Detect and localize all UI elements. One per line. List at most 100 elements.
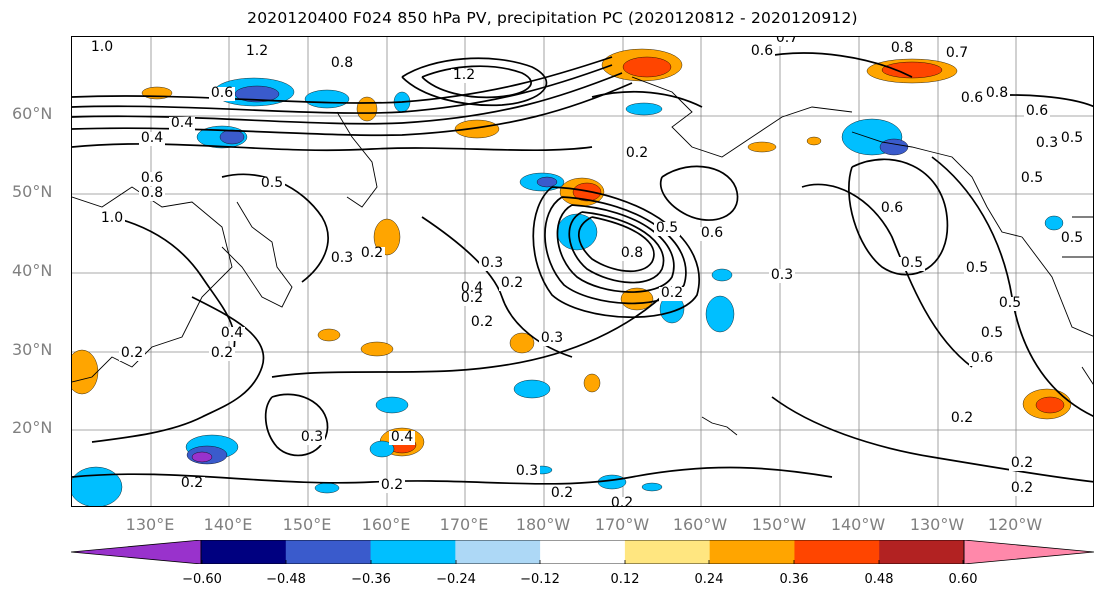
longitude-label: 130°E: [125, 515, 175, 534]
contour-label-bg: [769, 269, 795, 283]
colorbar-tick-label: −0.12: [520, 572, 560, 587]
colorbar-tick-label: −0.24: [436, 572, 476, 587]
contour-label-bg: [609, 497, 635, 506]
contour-label: 0.5: [981, 325, 1003, 341]
contour-label-bg: [539, 332, 565, 346]
contour-label-bg: [774, 37, 800, 46]
colorbar-segment: [879, 540, 965, 564]
contour-label-bg: [209, 347, 235, 361]
contour-label: 0.2: [211, 345, 233, 361]
contour-label: 0.2: [951, 410, 973, 426]
latitude-label: 40°N: [12, 261, 53, 280]
map-canvas: 1.0 1.21.20.80.60.40.40.60.81.00.50.3 0.20…: [72, 37, 1093, 507]
contour-label: 0.2: [1011, 480, 1033, 496]
contour-labels: 1.0 1.21.20.80.60.40.40.60.81.00.50.3 0.20…: [89, 37, 1085, 507]
contour-label-bg: [119, 347, 145, 361]
colorbar-segment: [285, 540, 372, 564]
colorbar-segment: [370, 540, 456, 564]
longitude-label: 120°W: [987, 515, 1043, 534]
contour-label: 0.2: [361, 245, 383, 261]
pv-contours: [72, 52, 1093, 485]
contour-label: 0.3: [301, 429, 323, 445]
contour-label: 0.6: [701, 225, 723, 241]
contour-label: 0.8: [141, 185, 163, 201]
longitude-label: 180°W: [515, 515, 571, 534]
contour-label-bg: [944, 47, 970, 61]
contour-label: 0.5: [1021, 170, 1043, 186]
contour-label-bg: [899, 257, 925, 271]
colorbar-tick-label: 0.60: [948, 572, 978, 587]
map-panel: 1.0 1.2 1.2 0.8 0.6 0.4 0.4 0.6 0.8 1.0 0.5 0.3 0.2 0…: [71, 36, 1094, 507]
contour-label-bg: [89, 41, 115, 55]
contour-label-bg: [209, 87, 235, 101]
contour-label-bg: [329, 252, 355, 266]
contour-label-bg: [549, 487, 575, 501]
contour-label-bg: [749, 45, 775, 59]
contour-label-bg: [379, 479, 405, 493]
contour-label: 0.3: [771, 267, 793, 283]
contour-label: 0.3: [516, 463, 538, 479]
longitude-label: 160°W: [672, 515, 728, 534]
contour-label: 0.4: [141, 130, 163, 146]
colorbar-tick-label: −0.60: [182, 572, 222, 587]
contour-label-bg: [244, 45, 270, 59]
longitude-label: 140°W: [830, 515, 886, 534]
contour-label-bg: [879, 202, 905, 216]
contour-label-bg: [459, 292, 485, 306]
contour-label: 0.4: [391, 429, 413, 445]
contour-label-bg: [389, 431, 415, 445]
contour-label: 0.6: [1026, 103, 1048, 119]
contour-label-bg: [964, 262, 990, 276]
contour-label: 1.2: [246, 43, 268, 59]
contour-label: 0.2: [1011, 455, 1033, 471]
colorbar-segment: [624, 540, 711, 564]
contour-label: 0.2: [181, 475, 203, 491]
contour-label: 0.2: [551, 485, 573, 501]
contour-label-bg: [139, 172, 165, 186]
contour-label: 0.4: [221, 325, 243, 341]
contour-label-bg: [969, 352, 995, 366]
colorbar-extend-min: [71, 540, 202, 564]
contour-label: 0.2: [121, 345, 143, 361]
contour-label-bg: [359, 247, 385, 261]
contour-label: 0.6: [211, 85, 233, 101]
contour-label-bg: [624, 147, 650, 161]
contour-label: 0.6: [961, 90, 983, 106]
contour-label-bg: [139, 187, 165, 201]
contour-label: 0.2: [611, 495, 633, 507]
contour-label-bg: [499, 277, 525, 291]
contour-label: 0.8: [986, 85, 1008, 101]
contour-label-bg: [959, 92, 985, 106]
contour-label: 0.5: [656, 220, 678, 236]
contour-label: 0.2: [381, 477, 403, 493]
contour-label: 0.2: [661, 285, 683, 301]
colorbar-segment: [794, 540, 880, 564]
contour-label-bg: [1024, 105, 1050, 119]
contour-label: 0.6: [881, 200, 903, 216]
contour-label-bg: [997, 297, 1023, 311]
contour-label: 1.2: [453, 67, 475, 83]
contour-label-bg: [1009, 457, 1035, 471]
coastlines: [72, 76, 1093, 436]
contour-label-bg: [99, 212, 125, 226]
contour-label: 0.5: [966, 260, 988, 276]
contour-label: 0.6: [751, 43, 773, 59]
contour-label-bg: [984, 87, 1010, 101]
colorbar-extend-max: [963, 540, 1094, 564]
contour-label-bg: [1009, 482, 1035, 496]
colorbar-segment: [455, 540, 541, 564]
contour-label-bg: [1059, 132, 1085, 146]
contour-label-bg: [451, 69, 477, 83]
contour-label: 0.2: [461, 290, 483, 306]
colorbar-tick-label: 0.36: [779, 572, 809, 587]
latitude-label: 30°N: [12, 340, 53, 359]
latitude-label: 50°N: [12, 182, 53, 201]
contour-label-bg: [1034, 137, 1060, 151]
longitude-label: 130°W: [909, 515, 965, 534]
longitude-label: 140°E: [203, 515, 253, 534]
contour-label: 0.8: [621, 245, 643, 261]
contour-label-bg: [889, 42, 915, 56]
colorbar-tick-label: −0.48: [266, 572, 306, 587]
longitude-label: 170°W: [594, 515, 650, 534]
contour-label: 0.5: [901, 255, 923, 271]
